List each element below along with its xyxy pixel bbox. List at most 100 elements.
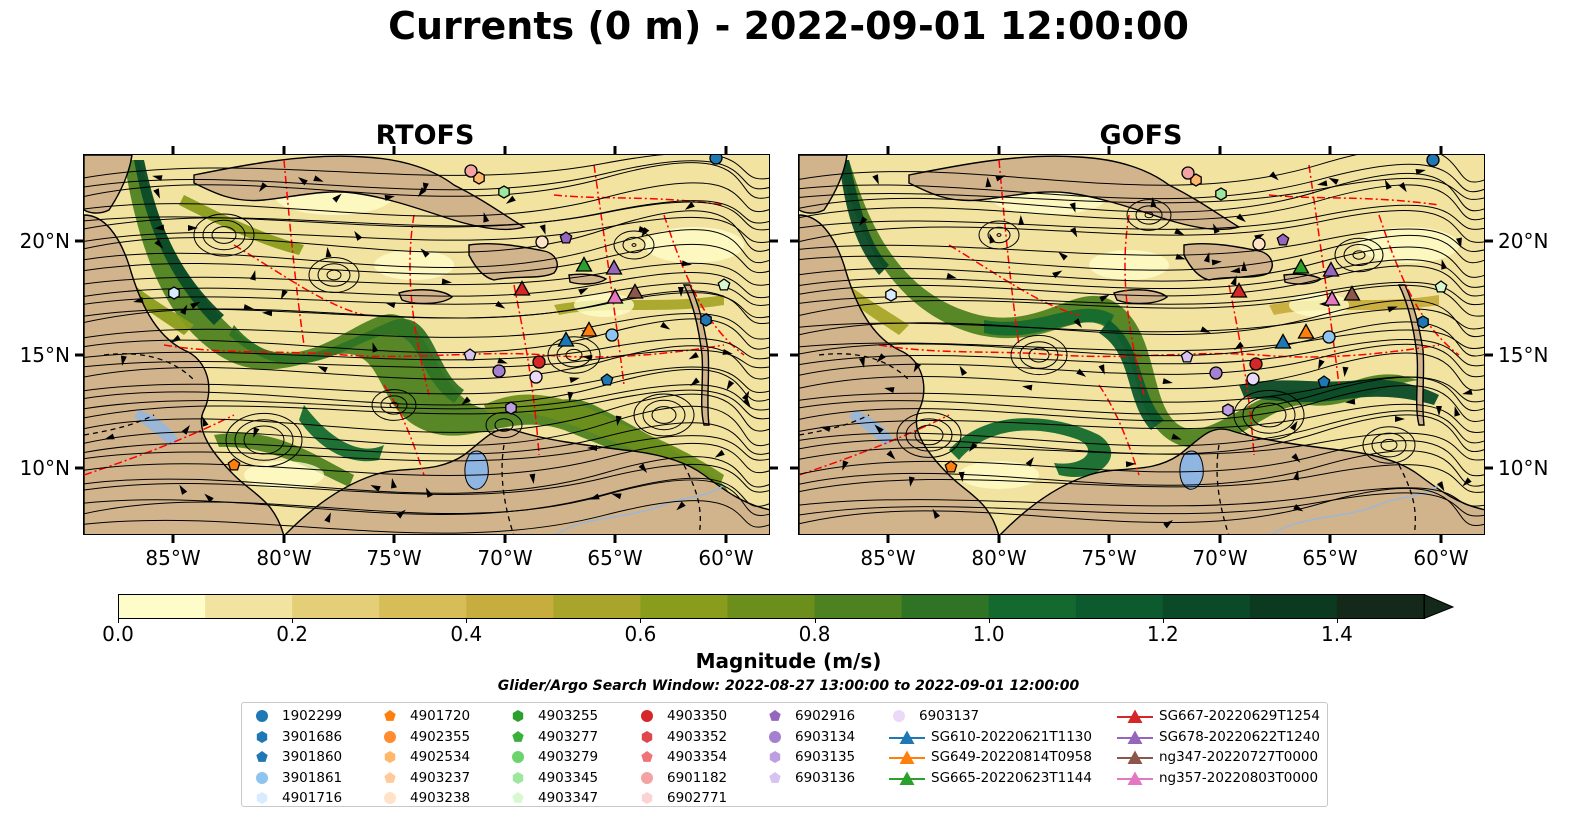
legend-entry: 4901720 [378,706,598,726]
streamline [84,229,769,268]
stream-arrow [461,396,471,406]
border-line [501,444,515,534]
legend-label: 6903137 [919,708,980,724]
legend-entry: 6903137 [887,706,1107,726]
legend-symbol [512,751,524,763]
border-line [818,353,910,381]
glider-marker-triangle [580,321,598,337]
float-marker-pentagon [256,751,268,762]
stream-arrow [396,509,406,519]
legend-symbol [384,771,396,783]
colorbar-segment [640,594,728,619]
legend-entry: 3901860 [250,747,470,767]
stream-arrow [1289,420,1298,431]
legend-label: 6903136 [795,769,856,786]
legend-symbol [769,730,781,743]
float-marker-circle [529,370,543,384]
legend-label: 4901716 [282,790,343,806]
float-marker-circle [1426,155,1440,167]
glider-marker-triangle [626,283,644,299]
streamline [84,243,769,275]
stream-arrow [1398,182,1407,193]
colorbar-segment [901,594,990,619]
float-marker-pentagon [641,751,653,762]
eddy-contour [225,412,303,468]
observation-markers [168,155,731,471]
streamline [84,182,769,217]
x-tick-label: 65°W [587,546,643,570]
streamline [84,312,769,340]
float-marker-hexagon [1417,315,1429,329]
legend-label: SG678-20220622T1240 [1159,728,1320,745]
glider-marker-triangle [1323,290,1341,306]
eddy-contour [1380,438,1398,452]
stream-arrow [204,493,214,503]
eddy-contour [1242,396,1296,434]
stream-arrow [742,398,751,409]
float-marker-hexagon [256,792,268,804]
float-marker-circle [256,771,268,784]
stream-arrow [181,424,190,435]
border-line [683,464,701,534]
float-marker-hexagon [256,730,268,743]
streamline [799,209,1484,243]
stream-arrow [985,177,992,188]
float-marker-hexagon [1222,403,1234,417]
stream-arrow [1441,259,1448,270]
weak-current-area [644,227,744,263]
colorbar-segment [1249,594,1338,619]
legend-entry: SG667-20220629T1254 [1115,706,1335,726]
glider-marker-triangle [1343,285,1361,301]
eez-line [383,384,425,476]
float-marker-circle [1249,357,1263,371]
stream-arrow [325,247,332,258]
stream-arrow [714,449,725,458]
legend-entry: 6903135 [763,747,983,767]
colorbar-segment [1336,594,1425,619]
stream-arrow [153,188,160,199]
stream-arrow [858,216,868,226]
stream-arrow [425,487,433,498]
stream-arrow [324,512,331,523]
weak-current-area [374,250,454,280]
river-line [555,484,725,534]
legend-label: 6902916 [795,708,856,724]
float-marker-circle [1246,372,1260,386]
stream-arrow [372,342,379,353]
legend-label: 4902355 [410,728,471,745]
float-marker-hexagon [384,751,396,763]
colorbar-tick-label: 0.6 [624,622,657,646]
glider-marker-triangle [1292,258,1310,274]
colorbar-tick-label: 0.2 [276,622,309,646]
stream-arrow [1269,171,1279,181]
map-panel-rtofs[interactable] [83,154,770,535]
colorbar-segment [466,594,554,619]
map-panel-gofs[interactable] [798,154,1485,535]
stream-arrow [497,357,508,364]
float-marker-circle [1209,366,1223,380]
weak-current-area [959,461,1039,489]
stream-arrow [995,175,1006,182]
streamline [84,366,769,395]
streamline [799,284,1484,317]
legend-symbol [769,771,781,783]
float-marker-hexagon [1215,187,1227,201]
stream-arrow [391,478,397,489]
streamline [799,414,1484,455]
stream-arrow [1125,461,1136,468]
legend-label: 4903352 [667,728,728,745]
legend-symbol [641,730,653,743]
y-tick-label: 20°N [1498,229,1549,253]
eddy-contour [565,348,583,362]
eez-line [1268,194,1440,206]
eddy-contour [243,425,285,455]
streamline [799,184,1484,221]
stream-arrow [1162,378,1173,384]
stream-arrow [1236,213,1246,223]
streamline [84,463,769,495]
stream-arrow [1212,223,1220,234]
legend-symbol [512,730,524,742]
streamline [799,265,1484,297]
legend-label: 4903347 [538,790,599,806]
legend-entry: 4903345 [506,768,726,788]
